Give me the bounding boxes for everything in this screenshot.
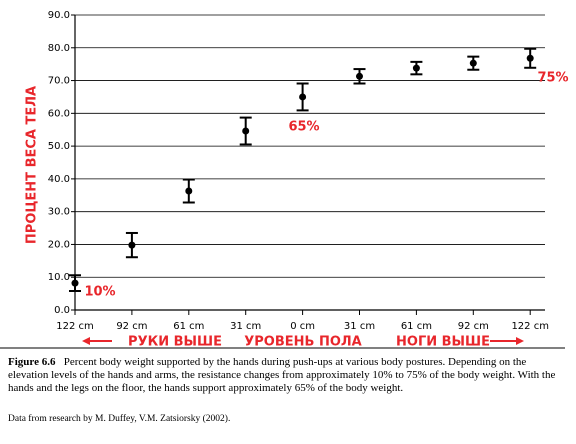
- group-label: НОГИ ВЫШЕ: [396, 335, 490, 350]
- y-tick-label: 30.0: [48, 207, 70, 218]
- point: [71, 279, 79, 287]
- point: [185, 187, 193, 195]
- y-tick-label: 20.0: [48, 239, 70, 250]
- group-label: УРОВЕНЬ ПОЛА: [244, 335, 362, 350]
- annotation: 10%: [84, 285, 115, 300]
- y-tick-label: 80.0: [48, 43, 70, 54]
- point: [412, 64, 420, 72]
- y-tick-label: 60.0: [48, 108, 70, 119]
- caption-text: Percent body weight supported by the han…: [8, 356, 556, 394]
- y-tick-label: 40.0: [48, 174, 70, 185]
- x-tick-label: 31 cm: [344, 321, 375, 332]
- point: [526, 54, 534, 62]
- point: [299, 93, 307, 101]
- y-axis-label: ПРОЦЕНТ ВЕСА ТЕЛА: [25, 86, 40, 244]
- x-tick-label: 0 cm: [290, 321, 315, 332]
- annotation: 75%: [537, 71, 568, 86]
- point: [128, 241, 136, 249]
- point: [242, 127, 250, 135]
- x-tick-label: 122 cm: [511, 321, 549, 332]
- x-tick-label: 61 cm: [401, 321, 432, 332]
- group-label: РУКИ ВЫШЕ: [128, 335, 222, 350]
- source: Data from research by M. Duffey, V.M. Za…: [8, 414, 231, 424]
- caption: Figure 6.6 Percent body weight supported…: [8, 356, 564, 395]
- x-tick-label: 61 cm: [173, 321, 204, 332]
- x-tick-label: 122 cm: [56, 321, 94, 332]
- y-tick-label: 90.0: [48, 10, 70, 21]
- y-tick-label: 10.0: [48, 272, 70, 283]
- point: [356, 72, 363, 80]
- x-tick-label: 31 cm: [230, 321, 261, 332]
- annotation: 65%: [288, 120, 319, 135]
- x-tick-label: 92 cm: [458, 321, 489, 332]
- chart: ПРОЦЕНТ ВЕСА ТЕЛА 0.0 10.0 20.0 30.0 40.0 50.…: [0, 10, 569, 350]
- point: [469, 59, 477, 67]
- y-tick-label: 70.0: [48, 76, 70, 87]
- arrows: [82, 337, 524, 345]
- y-tick-label: 50.0: [48, 141, 70, 152]
- y-tick-label: 0.0: [54, 305, 70, 316]
- caption-label: Figure 6.6: [8, 356, 56, 368]
- x-tick-label: 92 cm: [116, 321, 147, 332]
